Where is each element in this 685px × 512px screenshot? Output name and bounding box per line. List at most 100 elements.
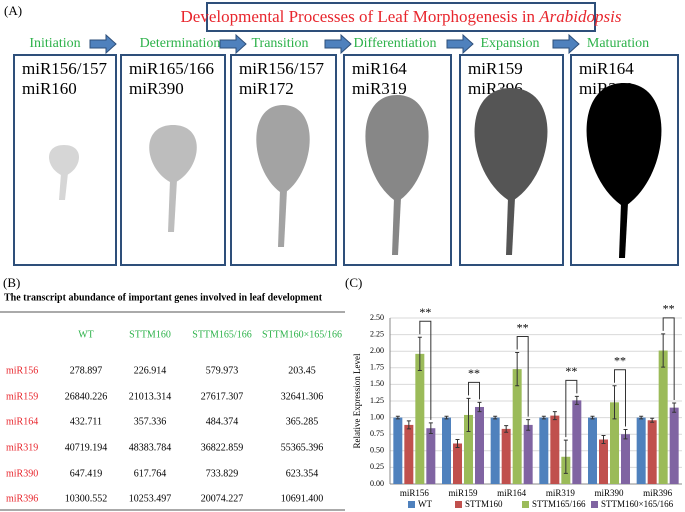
mirna-label: miR390: [129, 79, 184, 98]
row-label: miR164: [6, 416, 38, 427]
table-cell: 32641.306: [281, 391, 324, 402]
panel-a-title: Developmental Processes of Leaf Morphoge…: [181, 7, 622, 26]
table-cell: 432.711: [70, 416, 102, 427]
bar: [599, 439, 608, 484]
table-cell: 36822.859: [201, 442, 244, 453]
y-axis-label: Relative Expression Level: [352, 353, 362, 448]
significance-label: **: [663, 302, 675, 316]
error-bar: [395, 415, 400, 420]
bar: [539, 417, 549, 484]
significance-label: **: [419, 305, 431, 319]
panel-label: (B): [3, 275, 20, 290]
bar: [442, 417, 451, 484]
leaf-blade: [256, 105, 310, 192]
error-bar: [574, 395, 579, 405]
significance-label: **: [517, 320, 529, 334]
y-tick-label: 0.75: [370, 429, 384, 438]
table-cell: 226.914: [134, 365, 167, 376]
legend-label: STTM165/166: [532, 499, 586, 509]
legend-label: WT: [418, 499, 432, 509]
table-cell: 55365.396: [281, 442, 324, 453]
error-bar: [650, 417, 655, 423]
leaf-blade: [586, 83, 662, 205]
panel-label: (C): [345, 275, 362, 290]
mirna-label: miR164: [579, 59, 634, 78]
table-header: STTM165/166: [192, 329, 251, 340]
table-cell: 21013.314: [129, 391, 172, 402]
table-cell: 48383.784: [129, 442, 172, 453]
significance-bracket: [516, 336, 529, 417]
leaf-blade: [149, 125, 197, 182]
legend-swatch: [408, 501, 415, 508]
bar: [490, 417, 500, 484]
arrow: [219, 33, 247, 55]
table-cell: 623.354: [286, 468, 319, 479]
x-tick-label: miR156: [400, 488, 430, 498]
bar: [610, 402, 619, 484]
table-cell: 278.897: [70, 365, 103, 376]
table-cell: 357.336: [134, 416, 167, 427]
legend-swatch: [591, 501, 598, 508]
bar: [415, 353, 425, 484]
error-bar: [493, 415, 498, 420]
leaf-blade: [49, 145, 79, 175]
row-label: miR390: [6, 468, 38, 479]
error-bar: [417, 336, 422, 371]
x-tick-label: miR159: [448, 488, 478, 498]
legend-label: STTM160: [465, 499, 503, 509]
row-label: miR396: [6, 493, 38, 504]
bar: [572, 400, 582, 484]
legend-label: STTM160×165/166: [601, 499, 674, 509]
y-tick-label: 2.25: [370, 329, 384, 338]
error-bar: [552, 411, 557, 421]
table-cell: 40719.194: [65, 442, 108, 453]
bar: [658, 350, 668, 484]
table-cell: 365.285: [286, 416, 319, 427]
table-header: STTM160×165/166: [262, 329, 342, 340]
bar: [588, 417, 597, 484]
error-bar: [515, 352, 520, 387]
stage-name: Maturation: [587, 36, 649, 51]
table-header: WT: [78, 329, 94, 340]
y-tick-label: 1.50: [370, 379, 384, 388]
arrow: [324, 33, 352, 55]
leaf-petiole: [59, 173, 68, 200]
title-text: Developmental Processes of Leaf Morphoge…: [181, 7, 540, 26]
stage-name: Expansion: [480, 36, 539, 51]
mirna-label: miR172: [239, 79, 294, 98]
leaf-petiole: [619, 203, 628, 258]
y-tick-label: 1.75: [370, 363, 384, 372]
bar: [501, 428, 511, 484]
error-bar: [406, 420, 411, 430]
error-bar: [661, 333, 666, 368]
error-bar: [623, 429, 628, 440]
mirna-label: miR156/157: [239, 59, 325, 78]
table-cell: 20074.227: [201, 493, 244, 504]
significance-label: **: [468, 366, 480, 380]
error-bar: [444, 415, 449, 420]
bar: [550, 415, 560, 484]
leaf-petiole: [392, 198, 401, 255]
error-bar: [455, 439, 460, 448]
stage-name: Initiation: [29, 36, 80, 51]
panel-label: (A): [4, 3, 22, 18]
table-cell: 10691.400: [281, 493, 324, 504]
x-tick-label: miR390: [594, 488, 624, 498]
table-cell: 733.829: [206, 468, 239, 479]
title-italic: Arabidopsis: [538, 7, 622, 26]
table-cell: 484.374: [206, 416, 239, 427]
bar: [475, 406, 484, 484]
bar: [636, 417, 646, 484]
significance-bracket: [419, 320, 432, 420]
bar: [426, 428, 436, 484]
y-tick-label: 0.25: [370, 462, 384, 471]
arrow: [89, 33, 117, 55]
error-bar: [672, 402, 677, 413]
bar: [453, 443, 462, 484]
significance-bracket: [565, 379, 578, 438]
stage-name: Transition: [251, 36, 308, 51]
error-bar: [504, 425, 509, 433]
table-cell: 647.419: [70, 468, 103, 479]
x-tick-label: miR319: [546, 488, 576, 498]
